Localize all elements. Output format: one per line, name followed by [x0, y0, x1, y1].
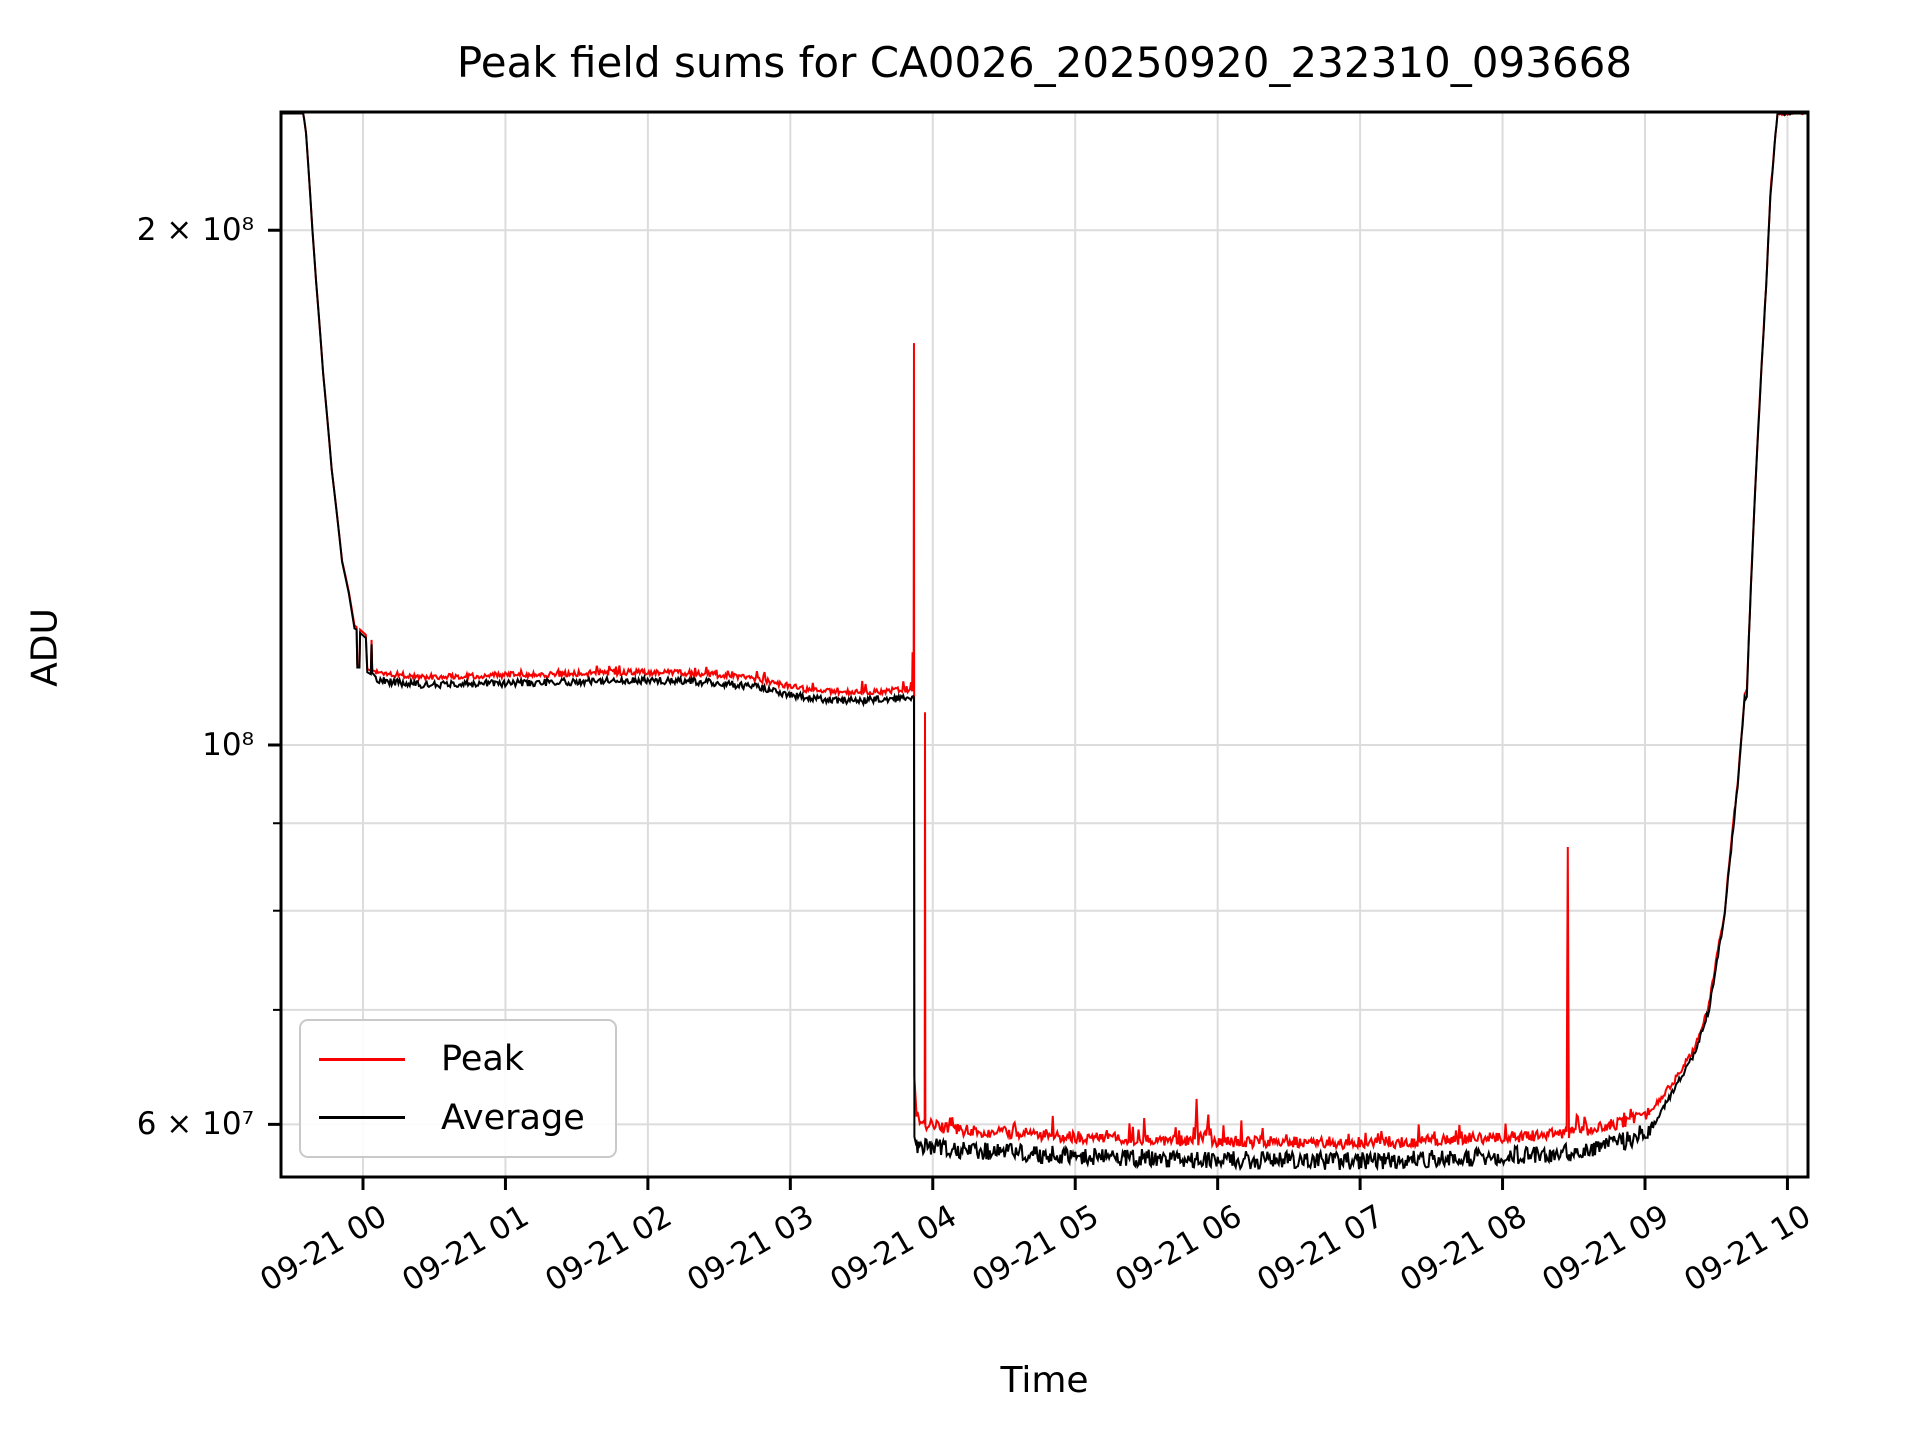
legend-entry-average: Average [319, 1098, 615, 1138]
series-peak-path [281, 112, 1809, 1151]
y-axis-label: ADU [24, 608, 66, 687]
axes-spines-and-ticks [268, 110, 1810, 1190]
y-tick-label: 6 × 10⁷ [136, 1106, 254, 1143]
peak-line-swatch [319, 1057, 405, 1061]
legend-entry-peak: Peak [319, 1039, 615, 1079]
x-axis-label: Time [1000, 1360, 1089, 1401]
chart-title: Peak field sums for CA0026_20250920_2323… [456, 38, 1633, 87]
legend-label-peak: Peak [441, 1039, 525, 1080]
legend: Peak Average [299, 1019, 617, 1158]
grid-lines [281, 112, 1808, 1177]
y-tick-label: 2 × 10⁸ [136, 212, 254, 249]
series-average-path [281, 112, 1809, 1172]
average-line-swatch [319, 1116, 405, 1120]
y-tick-label: 10⁸ [202, 727, 254, 763]
series-lines [281, 112, 1809, 1172]
legend-label-average: Average [441, 1097, 585, 1138]
